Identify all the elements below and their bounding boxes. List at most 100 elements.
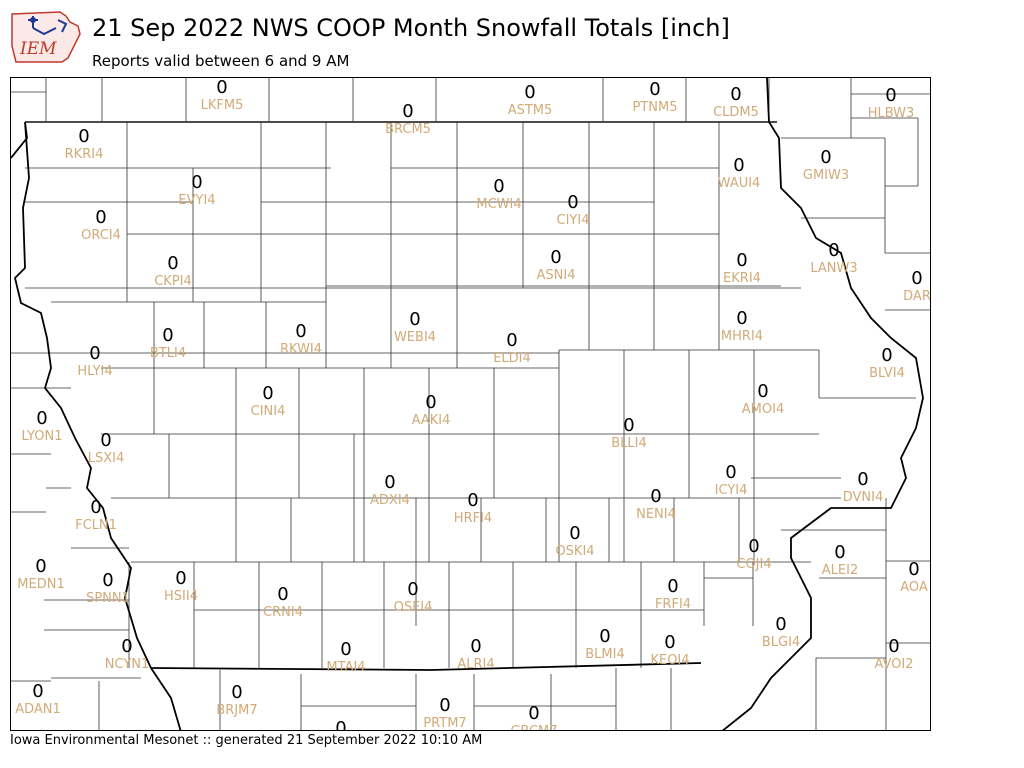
station-marker: 0 SPNN1 [86, 570, 130, 607]
station-id: HLBW3 [867, 106, 915, 121]
station-id: HRFI4 [453, 511, 493, 526]
snowfall-value: 0 [100, 430, 112, 451]
snowfall-value: 0 [725, 462, 737, 483]
station-marker: 0 RKWI4 [280, 321, 322, 358]
snowfall-value: 0 [857, 469, 869, 490]
station-id: MHRI4 [720, 329, 764, 344]
snowfall-value: 0 [95, 207, 107, 228]
snowfall-map: 0 LKFM5 0 ASTM5 0 PTNM5 0 CLDM5 0 HLBW3 0 BRCM5 0 RKR… [10, 77, 931, 731]
station-marker: 0 HRFI4 [453, 491, 493, 527]
snowfall-value: 0 [569, 523, 581, 544]
station-marker: 0 LYON1 [22, 408, 63, 445]
station-marker: 0 ALRI4 [457, 636, 495, 673]
snowfall-value: 0 [102, 570, 114, 591]
station-id: ASNI4 [536, 268, 576, 283]
snowfall-value: 0 [295, 321, 307, 342]
snowfall-value: 0 [599, 626, 611, 647]
station-marker: 0 FCLN1 [75, 497, 117, 534]
station-marker: 0 PRTM7 [423, 696, 466, 731]
station-marker: 0 DAR [903, 269, 931, 305]
snowfall-value: 0 [828, 240, 840, 261]
station-marker: 0 AMOI4 [742, 382, 784, 418]
snowfall-value: 0 [121, 636, 133, 657]
snowfall-value: 0 [90, 497, 102, 518]
station-marker: 0 ICYI4 [714, 462, 748, 499]
snowfall-value: 0 [834, 542, 846, 563]
station-id: CIYI4 [556, 213, 590, 228]
station-marker: 0 KEOI4 [650, 632, 690, 669]
station-id: ADXI4 [370, 493, 410, 508]
station-marker: 0 DVNI4 [842, 469, 884, 506]
station-id: DAR [903, 289, 931, 304]
station-id: OSEI4 [393, 600, 433, 615]
station-id: WAUI4 [717, 176, 761, 191]
snowfall-value: 0 [667, 576, 679, 597]
snowfall-value: 0 [167, 253, 179, 274]
station-id: BLVI4 [869, 366, 905, 381]
station-id: DVNI4 [842, 490, 884, 505]
station-marker: 0 AVOI2 [874, 636, 914, 673]
station-marker: 0 HLBW3 [867, 86, 915, 122]
station-marker: 0 WAUI4 [717, 156, 761, 192]
station-marker: 0 BLLI4 [611, 415, 647, 452]
snowfall-value: 0 [888, 636, 900, 657]
station-id: HLYI4 [77, 364, 113, 379]
snowfall-value: 0 [36, 408, 48, 429]
station-id: AOA [900, 580, 928, 595]
logo-text: IEM [19, 39, 57, 59]
station-id: AVOI2 [874, 657, 914, 672]
snowfall-value: 0 [470, 636, 482, 657]
snowfall-value: 0 [730, 84, 742, 105]
snowfall-value: 0 [32, 681, 44, 702]
station-id: EVYI4 [178, 193, 216, 208]
station-marker: 0 BTLI4 [150, 326, 186, 362]
station-marker: 0 EKRI4 [723, 250, 761, 287]
snowfall-value: 0 [191, 172, 203, 193]
station-marker: 0 FRFI4 [655, 576, 691, 613]
station-id: GRCM7 [510, 724, 557, 730]
station-marker: 0 WEBI4 [394, 310, 436, 346]
snowfall-value: 0 [664, 632, 676, 653]
station-marker: 0 ASNI4 [536, 247, 576, 284]
station-id: KEOI4 [650, 653, 690, 668]
station-id: LSXI4 [87, 451, 125, 466]
snowfall-value: 0 [623, 415, 635, 436]
station-id: ALRI4 [457, 657, 495, 672]
map-title: 21 Sep 2022 NWS COOP Month Snowfall Tota… [92, 14, 730, 42]
snowfall-value: 0 [528, 703, 540, 724]
snowfall-value: 0 [216, 77, 228, 98]
station-marker: 0 CLDM5 [713, 84, 759, 121]
station-marker: 0 ADXI4 [370, 472, 410, 509]
station-marker: 0 OSEI4 [393, 580, 433, 616]
map-subtitle: Reports valid between 6 and 9 AM [92, 52, 350, 70]
station-marker: 0 AAKI4 [411, 393, 451, 429]
station-id: PTNM5 [632, 100, 678, 115]
snowfall-value: 0 [736, 308, 748, 329]
station-id: LKFM5 [200, 98, 244, 113]
snowfall-value: 0 [493, 176, 505, 197]
station-marker: 0 CIYI4 [556, 193, 590, 229]
station-id: ICYI4 [714, 483, 748, 498]
snowfall-value: 0 [384, 472, 396, 493]
snowfall-value: 0 [277, 584, 289, 605]
station-id: AAKI4 [411, 413, 451, 428]
station-marker: 0 MCWI4 [476, 176, 521, 213]
station-marker: 0 AOA [900, 560, 928, 596]
station-marker: 0 MEDN1 [17, 557, 64, 593]
station-marker: 0 CKPI4 [154, 253, 192, 290]
station-marker: 0 ORCI4 [81, 207, 121, 244]
station-marker: 0 [335, 719, 346, 731]
snowfall-value: 0 [550, 247, 562, 268]
station-marker: 0 BRJM7 [216, 683, 257, 719]
station-marker: 0 COJI4 [736, 537, 771, 573]
snowfall-value: 0 [736, 250, 748, 271]
station-id: CKPI4 [154, 274, 192, 289]
station-marker: 0 BLGI4 [762, 615, 800, 651]
station-marker: 0 ASTM5 [508, 83, 553, 119]
station-marker: 0 RKRI4 [65, 127, 104, 163]
station-marker: 0 PTNM5 [632, 80, 678, 116]
station-id: PRTM7 [423, 716, 467, 731]
station-id: CRNI4 [263, 605, 303, 620]
station-id: CLDM5 [713, 105, 759, 120]
station-id: OSKI4 [555, 544, 595, 559]
